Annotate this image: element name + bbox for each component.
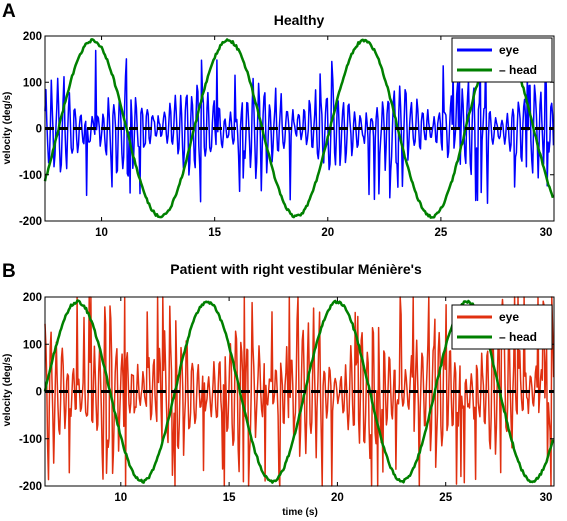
x-tick-label: 20: [321, 227, 334, 239]
panel-b-axes-frame: [44, 296, 555, 487]
x-tick-label: 15: [208, 227, 221, 239]
y-tick-label: 100: [23, 77, 42, 89]
panel-a-legend-head-label: – head: [499, 63, 537, 77]
y-tick-label: 100: [23, 339, 42, 351]
series-head-line: [43, 299, 555, 484]
x-tick-label: 20: [331, 492, 344, 504]
panel-a-ticks: 10 15 20 25 30 -200 -100 0 100 200: [19, 31, 555, 239]
y-tick-label: 0: [36, 124, 42, 136]
panel-a-y-axis-label: velocity (deg/s): [2, 92, 13, 165]
series-eye-line: [44, 296, 555, 487]
panel-a-legend-box: [451, 37, 553, 83]
panel-b-letter: B: [2, 261, 16, 282]
panel-a-legend: eye – head: [451, 37, 553, 83]
y-tick-label: 0: [36, 387, 42, 399]
panel-b-legend: eye – head: [451, 304, 553, 350]
panel-a: A Healthy velocity (deg/s) 10 15 20 25 30 -20…: [2, 1, 555, 239]
x-tick-label: 10: [114, 492, 127, 504]
panel-b-legend-box: [451, 304, 553, 350]
panel-b-legend-eye-label: eye: [499, 310, 519, 324]
y-tick-label: 200: [23, 292, 42, 304]
y-tick-label: -200: [19, 216, 42, 228]
panel-b-legend-head-label: – head: [499, 330, 537, 344]
panel-b-series-group: [43, 296, 555, 487]
panel-a-title: Healthy: [274, 12, 325, 28]
y-tick-label: -100: [19, 434, 42, 446]
x-tick-label: 25: [439, 492, 452, 504]
x-tick-label: 15: [223, 492, 236, 504]
panel-a-letter: A: [2, 1, 16, 22]
panel-b-title: Patient with right vestibular Ménière's: [170, 261, 422, 277]
x-tick-label: 30: [540, 227, 553, 239]
series-eye-line: [44, 49, 555, 205]
series-head-line: [43, 38, 555, 219]
x-tick-label: 10: [95, 227, 108, 239]
y-tick-label: -200: [19, 481, 42, 493]
x-tick-label: 25: [434, 227, 447, 239]
y-tick-label: 200: [23, 31, 42, 43]
panel-a-axes-frame: [44, 35, 555, 222]
panel-a-series-group: [43, 38, 555, 219]
panel-b: B Patient with right vestibular Ménière'…: [2, 261, 555, 518]
panel-b-y-axis-label: velocity (deg/s): [2, 354, 13, 427]
y-tick-label: -100: [19, 170, 42, 182]
panel-a-legend-eye-label: eye: [499, 43, 519, 57]
x-tick-label: 30: [540, 492, 553, 504]
panel-b-x-axis-label: time (s): [282, 507, 318, 518]
